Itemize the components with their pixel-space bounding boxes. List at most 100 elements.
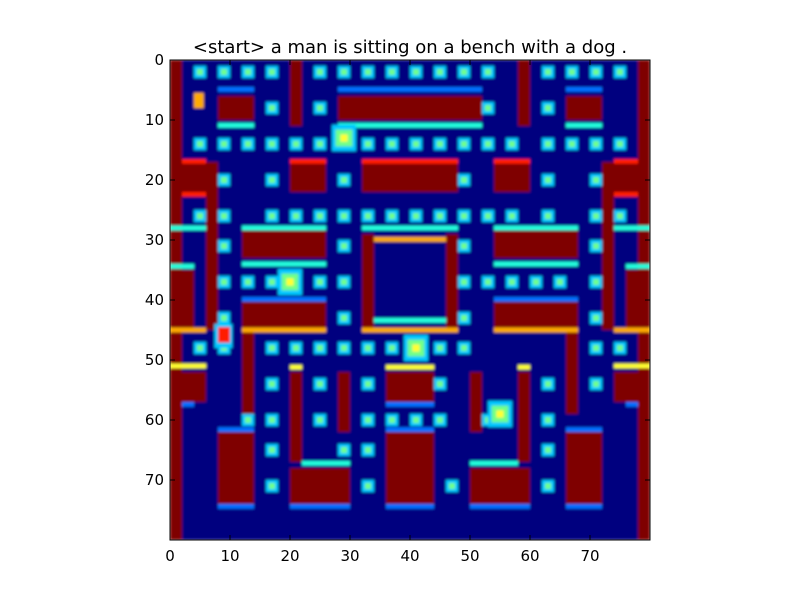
wall-edge <box>386 402 434 407</box>
pellet-core <box>389 141 395 147</box>
pellet-core <box>269 483 275 489</box>
wall-edge <box>170 363 206 369</box>
pellet-core <box>485 141 491 147</box>
pellet-core <box>317 213 323 219</box>
wall-edge <box>182 192 206 197</box>
pellet-core <box>461 177 467 183</box>
wall-edge <box>386 364 434 370</box>
pellet-core <box>389 345 395 351</box>
wall-edge <box>338 87 482 92</box>
wall-block <box>446 234 458 330</box>
pellet-core <box>317 417 323 423</box>
wall-edge <box>374 318 446 323</box>
pellet-core <box>269 417 275 423</box>
wall-block <box>218 96 254 120</box>
pellet-core <box>545 177 551 183</box>
pellet-core <box>461 213 467 219</box>
wall-block <box>470 468 530 504</box>
y-tick-label: 60 <box>145 411 164 429</box>
pellet-core <box>341 447 347 453</box>
wall-block <box>242 330 254 414</box>
wall-edge <box>218 504 254 509</box>
wall-block <box>494 162 530 192</box>
pellet-core <box>341 315 347 321</box>
wall-edge <box>218 427 254 432</box>
pellet-core <box>593 177 599 183</box>
wall-edge <box>386 504 434 509</box>
pellet-core <box>365 381 371 387</box>
chart-title: <start> a man is sitting on a bench with… <box>193 37 627 58</box>
pellet-core <box>413 213 419 219</box>
wall-edge <box>566 504 602 509</box>
sprite-highlight <box>340 134 348 142</box>
sprite-highlight <box>286 278 294 286</box>
pellet-core <box>341 177 347 183</box>
pellet-core <box>593 69 599 75</box>
wall-edge <box>626 264 650 269</box>
wall-edge <box>362 327 458 333</box>
pellet-core <box>461 315 467 321</box>
pellet-core <box>413 417 419 423</box>
wall-block <box>182 372 206 402</box>
pellet-core <box>509 141 515 147</box>
wall-block <box>290 372 302 462</box>
pellet-core <box>617 141 623 147</box>
wall-block <box>242 300 326 330</box>
wall-edge <box>614 327 650 333</box>
wall-block <box>290 468 350 504</box>
wall-block <box>494 300 578 330</box>
wall-block <box>362 162 458 192</box>
pellet-core <box>293 213 299 219</box>
pellet-core <box>365 417 371 423</box>
pellet-core <box>221 279 227 285</box>
x-tick-label: 40 <box>400 547 419 565</box>
wall-edge <box>614 159 638 164</box>
y-tick-label: 50 <box>145 351 164 369</box>
wall-edge <box>242 261 326 267</box>
wall-edge <box>218 123 254 128</box>
wall-edge <box>566 427 602 432</box>
pellet-core <box>593 279 599 285</box>
pellet-core <box>245 69 251 75</box>
pellet-core <box>341 279 347 285</box>
y-tick-label: 20 <box>145 171 164 189</box>
wall-edge <box>290 364 302 370</box>
pellet-core <box>317 279 323 285</box>
pellet-core <box>485 213 491 219</box>
y-tick-label: 10 <box>145 111 164 129</box>
wall-block <box>338 96 482 120</box>
pellet-core <box>545 69 551 75</box>
pellet-core <box>461 345 467 351</box>
pellet-core <box>269 213 275 219</box>
pellet-core <box>545 381 551 387</box>
pellet-core <box>317 141 323 147</box>
pellet-core <box>365 69 371 75</box>
pellet-core <box>593 345 599 351</box>
pellet-core <box>485 279 491 285</box>
pellet-core <box>569 69 575 75</box>
wall-block <box>470 372 482 432</box>
pellet-core <box>437 213 443 219</box>
axis-ticks: 0 10 20 30 40 50 60 70 0 10 20 30 40 50 60 70 <box>145 51 651 565</box>
pellet-core <box>293 141 299 147</box>
wall-edge <box>218 87 254 92</box>
pellet-core <box>221 213 227 219</box>
wall-edge <box>338 123 482 128</box>
wall-edge <box>182 402 194 407</box>
wall-block <box>290 60 302 126</box>
pellet-core <box>269 105 275 111</box>
x-tick-label: 50 <box>460 547 479 565</box>
x-tick-label: 0 <box>165 547 175 565</box>
pellet-core <box>269 141 275 147</box>
pellet-core <box>269 69 275 75</box>
pellet-core <box>317 381 323 387</box>
marker <box>194 93 204 108</box>
pellet-core <box>197 141 203 147</box>
pellet-core <box>461 243 467 249</box>
wall-block <box>218 432 254 504</box>
pellet-core <box>593 315 599 321</box>
pellet-core <box>197 69 203 75</box>
pellet-core <box>269 345 275 351</box>
pellet-core <box>221 243 227 249</box>
wall-edge <box>170 264 194 269</box>
